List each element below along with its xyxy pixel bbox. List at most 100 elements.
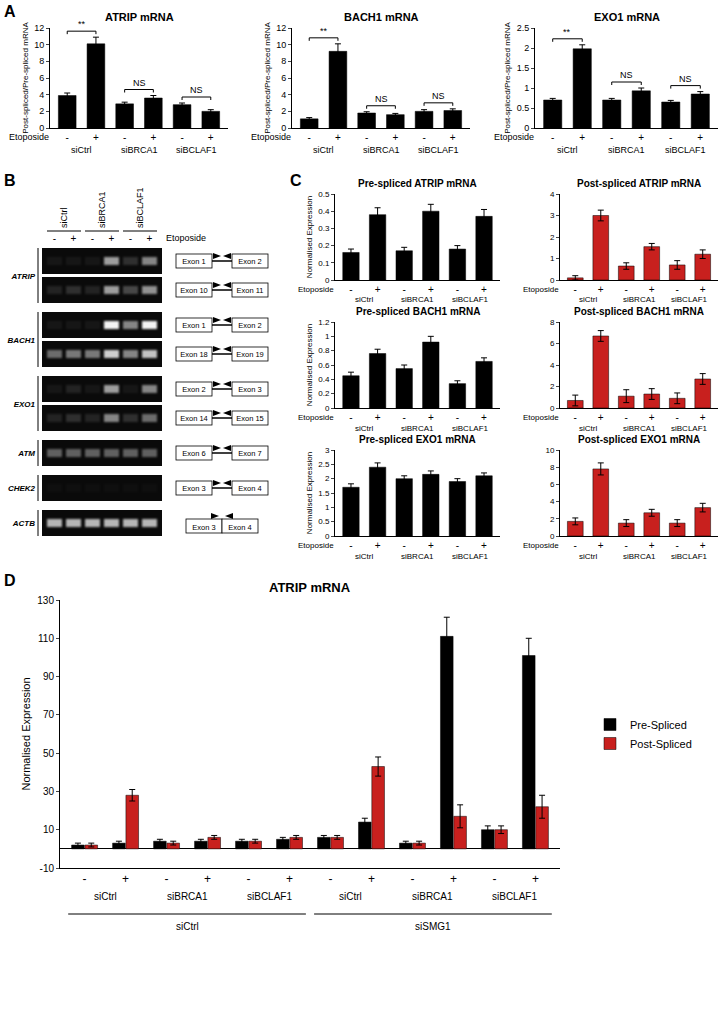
svg-text:siBCLAF1: siBCLAF1 — [247, 891, 292, 902]
svg-text:siBCLAF1: siBCLAF1 — [135, 187, 145, 228]
svg-text:**: ** — [78, 19, 86, 29]
svg-text:Normalised Expression: Normalised Expression — [20, 677, 32, 790]
svg-text:siBCLAF1: siBCLAF1 — [452, 552, 489, 561]
svg-text:+: + — [147, 233, 153, 244]
svg-text:+: + — [208, 132, 214, 143]
svg-text:-: - — [165, 872, 169, 886]
svg-text:Exon 4: Exon 4 — [238, 484, 261, 493]
svg-text:6: 6 — [281, 73, 286, 83]
svg-text:12: 12 — [276, 23, 286, 33]
svg-text:+: + — [481, 540, 487, 551]
svg-text:0.5: 0.5 — [318, 517, 330, 526]
svg-text:+: + — [109, 233, 115, 244]
svg-text:-: - — [349, 284, 352, 295]
svg-text:10: 10 — [34, 40, 44, 50]
svg-text:+: + — [93, 132, 99, 143]
svg-text:BACH1 mRNA: BACH1 mRNA — [344, 11, 419, 23]
svg-text:+: + — [375, 412, 381, 423]
svg-text:-: - — [551, 132, 554, 143]
svg-text:siCtrl: siCtrl — [313, 145, 334, 155]
svg-text:Etoposide: Etoposide — [251, 132, 291, 142]
svg-text:Exon 14: Exon 14 — [180, 414, 208, 423]
svg-text:ATM: ATM — [17, 449, 35, 458]
svg-text:Exon 18: Exon 18 — [180, 350, 208, 359]
svg-text:-: - — [625, 284, 628, 295]
svg-text:siSMG1: siSMG1 — [415, 921, 451, 932]
svg-text:-: - — [676, 412, 679, 423]
svg-text:-: - — [123, 132, 126, 143]
svg-text:+: + — [428, 284, 434, 295]
svg-text:Etoposide: Etoposide — [298, 285, 334, 294]
svg-text:Etoposide: Etoposide — [523, 541, 559, 550]
svg-text:0.2: 0.2 — [318, 241, 330, 250]
svg-text:6: 6 — [39, 73, 44, 83]
svg-text:Exon 3: Exon 3 — [238, 385, 261, 394]
svg-text:70: 70 — [43, 709, 55, 720]
svg-text:0: 0 — [325, 532, 330, 541]
svg-text:Etoposide: Etoposide — [298, 541, 334, 550]
svg-text:Etoposide: Etoposide — [523, 285, 559, 294]
svg-text:siCtrl: siCtrl — [355, 295, 373, 304]
svg-text:-: - — [247, 872, 251, 886]
svg-text:Exon 10: Exon 10 — [180, 286, 208, 295]
svg-text:+: + — [450, 872, 457, 886]
svg-text:+: + — [375, 284, 381, 295]
svg-text:Post-spliced ATRIP mRNA: Post-spliced ATRIP mRNA — [577, 178, 701, 189]
svg-text:-: - — [456, 540, 459, 551]
svg-text:siBRCA1: siBRCA1 — [401, 424, 434, 433]
svg-text:Exon 15: Exon 15 — [236, 414, 264, 423]
svg-text:0: 0 — [524, 123, 529, 133]
svg-text:-: - — [625, 540, 628, 551]
svg-text:siBCLAF1: siBCLAF1 — [671, 295, 708, 304]
svg-text:siBCLAF1: siBCLAF1 — [492, 891, 537, 902]
svg-text:NS: NS — [190, 85, 203, 95]
svg-text:D: D — [4, 572, 16, 589]
svg-text:siBRCA1: siBRCA1 — [401, 295, 434, 304]
svg-text:+: + — [638, 132, 644, 143]
svg-text:0.4: 0.4 — [318, 207, 330, 216]
svg-text:-: - — [328, 872, 332, 886]
svg-text:0.5: 0.5 — [318, 190, 330, 199]
svg-text:6: 6 — [550, 339, 555, 348]
svg-text:Post-spliced/Pre-spliced mRNA: Post-spliced/Pre-spliced mRNA — [263, 22, 272, 134]
svg-text:0: 0 — [550, 276, 555, 285]
svg-text:-: - — [83, 872, 87, 886]
svg-text:siCtrl: siCtrl — [59, 208, 69, 229]
svg-text:-: - — [349, 412, 352, 423]
svg-text:+: + — [697, 132, 703, 143]
svg-text:Post-spliced/Pre-spliced mRNA: Post-spliced/Pre-spliced mRNA — [21, 22, 30, 134]
svg-text:Exon 19: Exon 19 — [236, 350, 264, 359]
svg-text:+: + — [700, 284, 706, 295]
svg-text:+: + — [649, 412, 655, 423]
svg-text:Normalised Expression: Normalised Expression — [305, 452, 314, 534]
svg-text:-: - — [410, 872, 414, 886]
svg-text:-: - — [574, 412, 577, 423]
svg-text:Exon 2: Exon 2 — [238, 321, 261, 330]
svg-text:+: + — [428, 540, 434, 551]
svg-text:-: - — [669, 132, 672, 143]
svg-text:siBRCA1: siBRCA1 — [167, 891, 208, 902]
svg-text:2: 2 — [524, 43, 529, 53]
svg-text:A: A — [4, 3, 16, 20]
svg-text:Normalised Expression: Normalised Expression — [305, 196, 314, 278]
svg-text:+: + — [150, 132, 156, 143]
svg-text:+: + — [392, 132, 398, 143]
svg-text:+: + — [598, 540, 604, 551]
svg-text:Etoposide: Etoposide — [494, 132, 534, 142]
svg-text:Normalised Expression: Normalised Expression — [305, 324, 314, 406]
svg-text:1: 1 — [325, 503, 330, 512]
svg-text:siBRCA1: siBRCA1 — [363, 145, 400, 155]
svg-text:+: + — [71, 233, 77, 244]
svg-text:Etoposide: Etoposide — [298, 413, 334, 422]
svg-text:1.5: 1.5 — [517, 63, 530, 73]
svg-text:0.6: 0.6 — [318, 361, 330, 370]
svg-text:-: - — [574, 284, 577, 295]
svg-text:4: 4 — [550, 190, 555, 199]
svg-text:Exon 3: Exon 3 — [192, 523, 215, 532]
svg-text:0.3: 0.3 — [318, 224, 330, 233]
svg-text:-: - — [676, 284, 679, 295]
svg-text:4: 4 — [550, 497, 555, 506]
svg-text:ATRIP mRNA: ATRIP mRNA — [269, 580, 351, 595]
svg-text:4: 4 — [39, 90, 44, 100]
svg-text:siBRCA1: siBRCA1 — [623, 295, 656, 304]
